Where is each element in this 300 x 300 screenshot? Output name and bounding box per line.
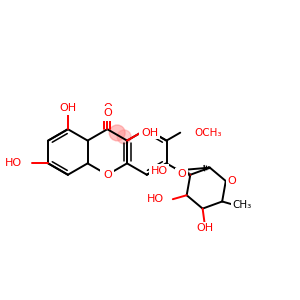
Text: HO: HO [150,166,167,176]
Text: O: O [177,169,186,179]
Text: O: O [177,169,186,179]
Text: OH: OH [59,103,76,113]
Text: OH: OH [141,128,158,138]
Text: O: O [227,176,236,186]
Text: O: O [103,170,112,180]
Circle shape [117,130,131,144]
Text: O: O [103,108,112,118]
Text: CH₃: CH₃ [232,200,252,211]
Text: OCH₃: OCH₃ [194,128,222,138]
Circle shape [109,125,125,141]
Text: O: O [103,103,112,113]
Text: O: O [227,176,236,186]
Text: HO: HO [147,194,164,204]
Text: O: O [103,170,112,180]
Text: O: O [103,170,112,180]
Text: HO: HO [5,158,22,168]
Text: OH: OH [196,224,213,233]
Text: O: O [103,103,112,113]
